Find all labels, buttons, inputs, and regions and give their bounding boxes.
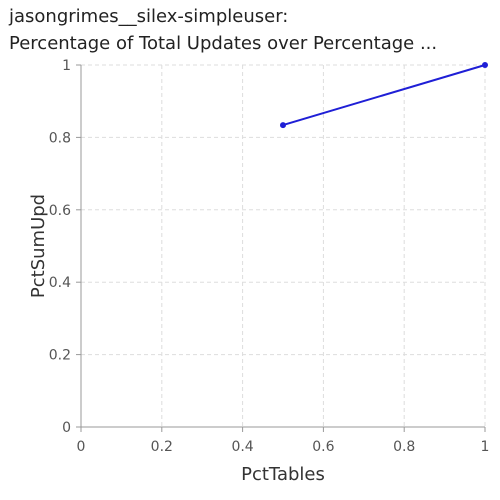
x-tick-label: 0 (77, 439, 86, 455)
x-tick-label: 0.8 (393, 439, 415, 455)
data-point (280, 122, 286, 129)
chart-title-line-1: jasongrimes__silex-simpleuser: (9, 6, 289, 27)
y-tick-label: 1 (62, 58, 71, 74)
data-point (482, 62, 488, 68)
axis-ticks: 0 0.2 0.4 0.6 0.8 1 0 0.2 0.4 0.6 0.8 1 (49, 58, 490, 455)
x-tick-label: 0.4 (231, 439, 253, 455)
y-tick-label: 0.8 (49, 130, 71, 146)
series-line (282, 64, 486, 127)
y-tick-label: 0.2 (49, 348, 71, 364)
x-tick-label: 1 (481, 439, 490, 455)
x-tick-label: 0.2 (151, 439, 173, 455)
y-tick-label: 0 (62, 420, 71, 436)
y-tick-label: 0.4 (49, 275, 71, 291)
y-tick-label: 0.6 (49, 203, 71, 219)
y-axis-title: PctSumUpd (28, 194, 49, 298)
series-group (280, 62, 488, 129)
grid-lines (80, 64, 486, 428)
x-axis-title: PctTables (241, 464, 325, 485)
x-tick-label: 0.6 (312, 439, 334, 455)
chart-title-line-2: Percentage of Total Updates over Percent… (9, 33, 438, 54)
